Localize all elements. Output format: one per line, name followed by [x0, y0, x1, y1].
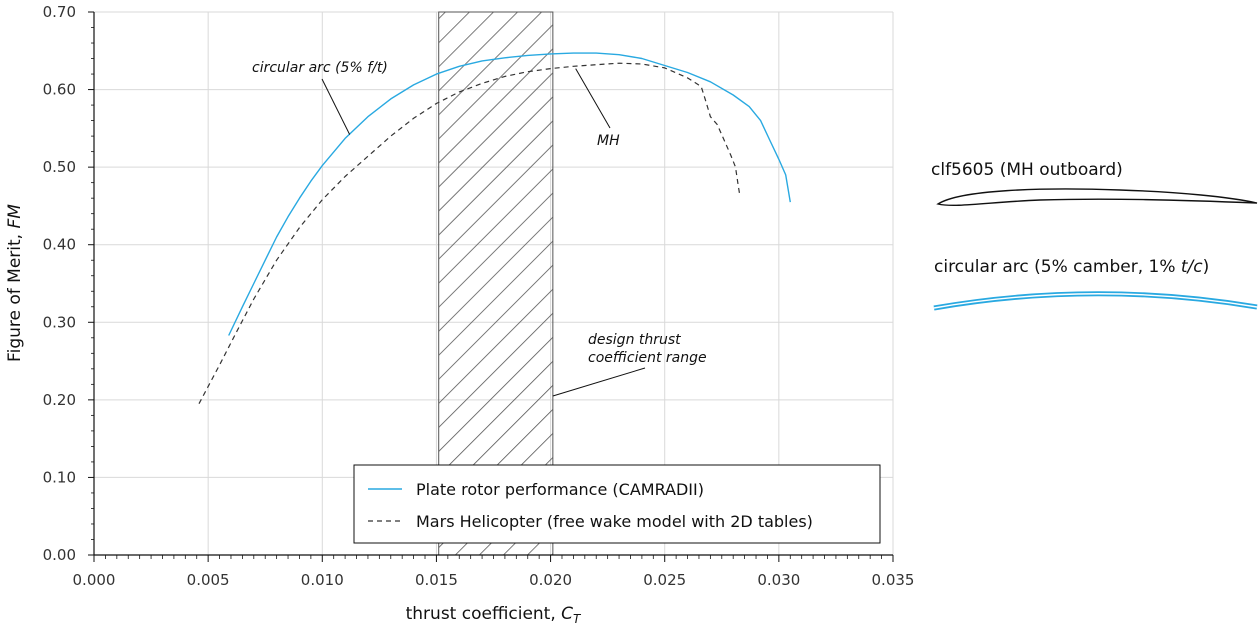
y-axis-label: Figure of Merit, FM	[5, 204, 25, 362]
airfoil-shape-clf5605	[936, 188, 1258, 207]
x-tick-label: 0.025	[643, 571, 686, 589]
annotation-circular-arc-leader	[321, 78, 351, 135]
x-ticks: 0.000 0.005 0.010 0.015 0.020 0.025 0.030 0.035	[73, 555, 915, 589]
x-tick-label: 0.010	[301, 571, 344, 589]
y-tick-label: 0.30	[43, 313, 76, 331]
annotation-design-line2: coefficient range	[588, 350, 707, 366]
annotation-circular-arc: circular arc (5% f/t)	[252, 60, 388, 76]
y-ticks: 0.00 0.10 0.20 0.30 0.40 0.50 0.60 0.70	[43, 3, 94, 564]
annotation-mh: MH	[597, 133, 620, 149]
y-tick-label: 0.00	[43, 546, 76, 564]
legend-box	[353, 464, 881, 544]
x-tick-label: 0.005	[187, 571, 230, 589]
y-tick-label: 0.60	[43, 81, 76, 99]
annotations: circular arc (5% f/t) MH design thrust c…	[252, 60, 707, 397]
airfoil-panel: clf5605 (MH outboard) circular arc (5% c…	[931, 160, 1258, 311]
annotation-design-leader	[552, 367, 646, 397]
legend: Plate rotor performance (CAMRADII) Mars …	[353, 464, 881, 544]
legend-label-mars-helicopter: Mars Helicopter (free wake model with 2D…	[416, 512, 813, 531]
x-tick-label: 0.030	[757, 571, 800, 589]
x-axis-label: thrust coefficient, CT	[406, 604, 582, 626]
y-tick-label: 0.40	[43, 236, 76, 254]
y-tick-label: 0.50	[43, 158, 76, 176]
series-lines	[198, 52, 791, 404]
x-tick-label: 0.035	[872, 571, 915, 589]
airfoil-label-circular-arc: circular arc (5% camber, 1% t/c)	[934, 257, 1209, 277]
y-tick-label: 0.10	[43, 468, 76, 486]
airfoil-label-clf5605: clf5605 (MH outboard)	[931, 160, 1123, 180]
x-tick-label: 0.015	[415, 571, 458, 589]
series-line-0	[228, 52, 791, 336]
x-tick-label: 0.000	[73, 571, 116, 589]
y-tick-label: 0.20	[43, 391, 76, 409]
annotation-design-line1: design thrust	[588, 332, 681, 348]
annotation-mh-leader	[575, 68, 611, 129]
series-line-1	[198, 62, 741, 404]
y-tick-label: 0.70	[43, 3, 76, 21]
legend-label-camradii: Plate rotor performance (CAMRADII)	[416, 480, 704, 499]
x-tick-label: 0.020	[529, 571, 572, 589]
airfoil-shape-circular-arc-inner	[933, 293, 1258, 309]
